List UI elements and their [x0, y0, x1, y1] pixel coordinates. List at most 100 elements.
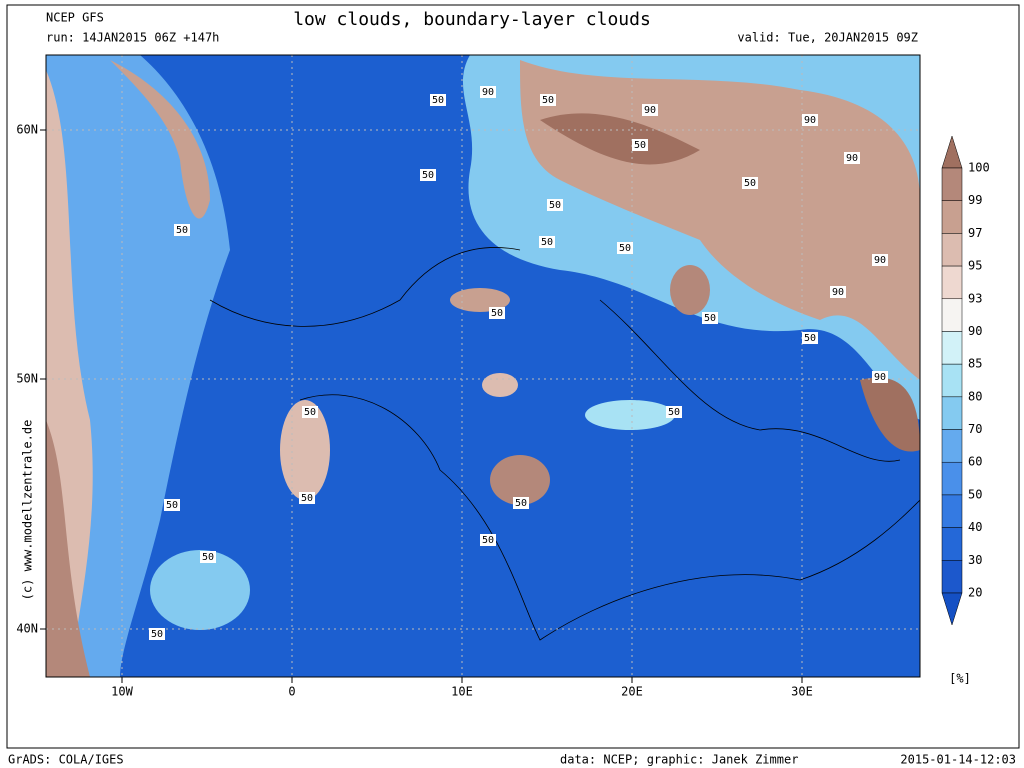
- contour-label-bg: [547, 199, 563, 211]
- lon-label: 0: [288, 685, 295, 699]
- colorbar-label: 80: [968, 389, 982, 403]
- contour-label: 90: [874, 255, 886, 266]
- contour-label: 50: [804, 333, 816, 344]
- contour-label-bg: [742, 177, 758, 189]
- colorbar-label: 50: [968, 487, 982, 501]
- title: low clouds, boundary-layer clouds: [293, 9, 651, 30]
- contour-label: 50: [176, 225, 188, 236]
- contour-label-bg: [174, 224, 190, 236]
- unit: [%]: [949, 672, 971, 686]
- contour-label: 50: [202, 552, 214, 563]
- contour-label: 50: [619, 243, 631, 254]
- contour-label-bg: [666, 406, 682, 418]
- contour-label: 50: [515, 498, 527, 509]
- cloud-field: [46, 420, 90, 677]
- cloud-field: [110, 60, 210, 219]
- copyright: (c) www.modellzentrale.de: [21, 420, 35, 601]
- colorbar-label: 90: [968, 324, 982, 338]
- contour-label-bg: [430, 94, 446, 106]
- colorbar-segment: [941, 396, 963, 430]
- colorbar-segment: [941, 429, 963, 463]
- colorbar-segment: [941, 200, 963, 234]
- colorbar-label: 40: [968, 520, 982, 534]
- contour-label: 50: [166, 500, 178, 511]
- model: NCEP GFS: [46, 11, 104, 25]
- contour-label-bg: [480, 86, 496, 98]
- contour-label-bg: [802, 332, 818, 344]
- contour-label: 50: [549, 200, 561, 211]
- run: run: 14JAN2015 06Z +147h: [46, 31, 219, 45]
- cloud-field: [670, 265, 710, 315]
- contour-label-bg: [420, 169, 436, 181]
- contour-label: 90: [846, 153, 858, 164]
- contour-label: 50: [432, 95, 444, 106]
- colorbar-label: 30: [968, 553, 982, 567]
- map-border: [45, 54, 921, 678]
- contour-label-bg: [149, 628, 165, 640]
- contour-label-bg: [617, 242, 633, 254]
- contour-label: 90: [874, 372, 886, 383]
- contour-label: 50: [304, 407, 316, 418]
- timestamp: 2015-01-14-12:03: [900, 753, 1016, 767]
- contour-label: 50: [541, 237, 553, 248]
- contour-label-bg: [539, 236, 555, 248]
- contour-label: 50: [491, 308, 503, 319]
- colorbar-label: 99: [968, 193, 982, 207]
- contour-label-bg: [302, 406, 318, 418]
- colorbar-segment: [941, 331, 963, 365]
- lon-label: 30E: [791, 685, 813, 699]
- colorbar-segment: [941, 461, 963, 496]
- cloud-field: [450, 288, 510, 312]
- lat-label: 40N: [16, 622, 38, 636]
- cloud-field: [585, 400, 675, 430]
- colorbar-segment: [941, 233, 963, 267]
- contour-label-bg: [642, 104, 658, 116]
- lat-label: 60N: [16, 123, 38, 137]
- contour-label: 50: [422, 170, 434, 181]
- map: 50 90 50 90 50 90 90 50 50 50 50 50 90 90 50 50 50 90 50 50…: [46, 55, 920, 677]
- border: [209, 247, 901, 462]
- colorbar-segment: [941, 363, 963, 398]
- cloud-field: [490, 455, 550, 505]
- contour-label: 50: [482, 535, 494, 546]
- colorbar-segment: [941, 494, 963, 528]
- contour-label: 50: [704, 313, 716, 324]
- colorbar-label: 70: [968, 422, 982, 436]
- lon-label: 10W: [111, 685, 133, 699]
- colorbar-label: 100: [968, 161, 990, 175]
- contour-label-bg: [872, 254, 888, 266]
- contour-label-bg: [480, 534, 496, 546]
- contour-label: 90: [644, 105, 656, 116]
- colorbar-label: 95: [968, 259, 982, 273]
- cloud-field: [540, 113, 700, 165]
- contour-label-bg: [540, 94, 556, 106]
- cloud-field: [150, 550, 250, 630]
- contour-label-bg: [299, 492, 315, 504]
- lat-label: 50N: [16, 372, 38, 386]
- colorbar-label: 85: [968, 357, 982, 371]
- contour-label-bg: [489, 307, 505, 319]
- colorbar-segment: [941, 167, 963, 201]
- contour-label: 90: [804, 115, 816, 126]
- contour-label-bg: [632, 139, 648, 151]
- contour-label-bg: [702, 312, 718, 324]
- grads: GrADS: COLA/IGES: [8, 753, 124, 767]
- lon-label: 10E: [451, 685, 473, 699]
- contour-label: 90: [482, 87, 494, 98]
- colorbar-label: 60: [968, 455, 982, 469]
- contour-label-bg: [872, 371, 888, 383]
- contour-label: 50: [151, 629, 163, 640]
- contour-label-bg: [844, 152, 860, 164]
- contour-label-bg: [200, 551, 216, 563]
- contour-label-bg: [802, 114, 818, 126]
- contour-label-bg: [164, 499, 180, 511]
- contour-label: 90: [832, 287, 844, 298]
- colorbar-end: [941, 592, 963, 626]
- valid: valid: Tue, 20JAN2015 09Z: [737, 31, 918, 45]
- cloud-field: [482, 373, 518, 397]
- cloud-field: [860, 377, 920, 452]
- colorbar-segment: [941, 298, 963, 332]
- credits: data: NCEP; graphic: Janek Zimmer: [560, 753, 798, 767]
- contour-label: 50: [634, 140, 646, 151]
